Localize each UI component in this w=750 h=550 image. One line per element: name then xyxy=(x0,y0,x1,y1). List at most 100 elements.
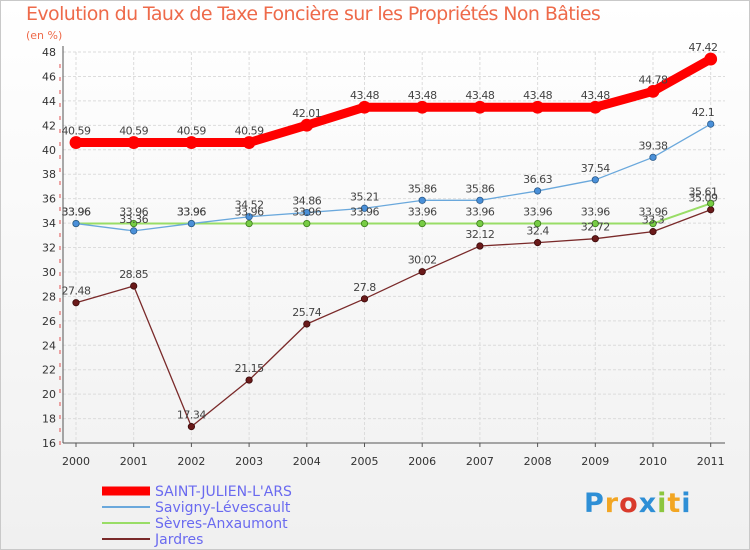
x-tick-label: 2003 xyxy=(235,455,263,468)
y-tick-label: 28 xyxy=(42,290,56,303)
logo-letter: o xyxy=(619,488,639,519)
y-tick-label: 24 xyxy=(42,339,56,352)
data-label: 33.96 xyxy=(581,206,610,219)
data-label: 33.96 xyxy=(62,206,91,219)
data-label: 34.52 xyxy=(235,199,264,212)
data-label: 33.96 xyxy=(292,206,321,219)
data-label: 33.96 xyxy=(465,206,494,219)
data-label: 43.48 xyxy=(408,89,437,102)
y-unit-label: (en %) xyxy=(26,29,63,42)
y-tick-label: 42 xyxy=(42,119,56,132)
data-point-saint-julien-l-ars xyxy=(473,100,487,114)
data-point-jardres xyxy=(707,206,715,214)
logo-letter: i xyxy=(681,488,692,519)
data-point-saint-julien-l-ars xyxy=(588,100,602,114)
data-point-saint-julien-l-ars xyxy=(69,136,83,149)
legend-label: Jardres xyxy=(154,532,203,548)
data-label: 21.15 xyxy=(235,362,264,375)
legend-label: Savigny-Lévescault xyxy=(155,500,291,516)
data-point-savigny-l-vescault xyxy=(187,219,195,228)
data-point-s-vres-anxaumont xyxy=(649,219,657,228)
series-lines xyxy=(69,52,718,431)
data-label: 33.3 xyxy=(642,214,665,227)
data-label: 42.1 xyxy=(692,106,715,119)
logo-letter: x xyxy=(638,488,658,519)
data-label: 40.59 xyxy=(177,125,206,138)
data-point-s-vres-anxaumont xyxy=(245,219,253,228)
x-tick-label: 2001 xyxy=(120,455,148,468)
data-point-jardres xyxy=(303,320,311,328)
data-point-saint-julien-l-ars xyxy=(646,84,660,98)
data-point-jardres xyxy=(130,282,138,290)
x-tick-label: 2009 xyxy=(581,455,609,468)
data-label: 27.8 xyxy=(353,281,376,294)
data-label: 34.86 xyxy=(292,195,321,208)
chart-title: Evolution du Taux de Taxe Foncière sur l… xyxy=(26,3,601,25)
data-point-s-vres-anxaumont xyxy=(591,219,599,228)
legend: SAINT-JULIEN-L'ARSSavigny-LévescaultSèvr… xyxy=(102,484,292,548)
x-tick-label: 2002 xyxy=(177,455,205,468)
data-label: 33.96 xyxy=(177,206,206,219)
data-label: 37.54 xyxy=(581,162,610,175)
data-label: 40.59 xyxy=(235,125,264,138)
data-point-jardres xyxy=(591,235,599,243)
data-label: 33.96 xyxy=(350,206,379,219)
x-tick-label: 2008 xyxy=(524,455,552,468)
series-line-jardres xyxy=(75,209,712,428)
data-label: 30.02 xyxy=(408,254,437,267)
data-label: 35.86 xyxy=(408,182,437,195)
data-point-s-vres-anxaumont xyxy=(360,219,369,228)
data-point-savigny-l-vescault xyxy=(707,120,715,128)
data-point-savigny-l-vescault xyxy=(418,196,426,204)
series-line-savigny-l-vescault xyxy=(75,123,712,232)
logo-letter: P xyxy=(584,488,605,519)
y-tick-label: 38 xyxy=(42,168,56,181)
y-tick-label: 30 xyxy=(42,266,56,279)
data-label: 33.96 xyxy=(62,206,91,219)
y-tick-label: 40 xyxy=(42,144,56,157)
data-point-saint-julien-l-ars xyxy=(358,100,371,114)
data-label: 43.48 xyxy=(465,89,494,102)
data-label: 17.34 xyxy=(177,409,206,422)
x-tick-label: 2004 xyxy=(293,455,321,468)
data-point-saint-julien-l-ars xyxy=(531,100,544,114)
x-tick-label: 2007 xyxy=(466,455,494,468)
data-label: 32.72 xyxy=(581,221,610,234)
data-point-jardres xyxy=(533,239,542,247)
proxiti-logo: Proxiti xyxy=(584,488,692,519)
data-label: 33.96 xyxy=(523,206,552,219)
data-label: 33.96 xyxy=(235,206,264,219)
series-line-saint-julien-l-ars xyxy=(71,54,716,148)
data-point-savigny-l-vescault xyxy=(360,204,369,212)
data-point-saint-julien-l-ars xyxy=(704,52,718,66)
y-tick-label: 26 xyxy=(42,315,56,328)
data-point-jardres xyxy=(360,295,369,303)
legend-label: Sèvres-Anxaumont xyxy=(155,516,288,532)
y-tick-label: 18 xyxy=(42,413,56,426)
data-label: 33.96 xyxy=(119,206,148,219)
legend-label: SAINT-JULIEN-L'ARS xyxy=(155,484,292,500)
data-label: 43.48 xyxy=(581,89,610,102)
x-tick-label: 2000 xyxy=(62,455,90,468)
data-label: 39.38 xyxy=(639,139,668,152)
data-labels: 40.59 40.59 40.59 40.59 42.01 43.48 43.48 43.48… xyxy=(62,41,719,422)
data-point-jardres xyxy=(418,268,426,276)
data-point-savigny-l-vescault xyxy=(533,187,542,195)
data-point-savigny-l-vescault xyxy=(245,213,253,221)
data-label: 32.4 xyxy=(526,225,549,238)
y-tick-label: 34 xyxy=(42,217,56,230)
data-point-saint-julien-l-ars xyxy=(184,136,198,149)
y-tick-label: 48 xyxy=(42,46,56,59)
x-tick-label: 2005 xyxy=(351,455,379,468)
y-tick-label: 20 xyxy=(42,388,56,401)
data-label: 35.21 xyxy=(350,190,379,203)
data-label: 42.01 xyxy=(292,107,321,120)
data-point-jardres xyxy=(245,376,253,384)
data-label: 43.48 xyxy=(350,89,379,102)
data-label: 43.48 xyxy=(523,89,552,102)
data-point-jardres xyxy=(476,242,484,250)
data-label: 28.85 xyxy=(119,268,148,281)
data-label: 40.59 xyxy=(62,125,91,138)
